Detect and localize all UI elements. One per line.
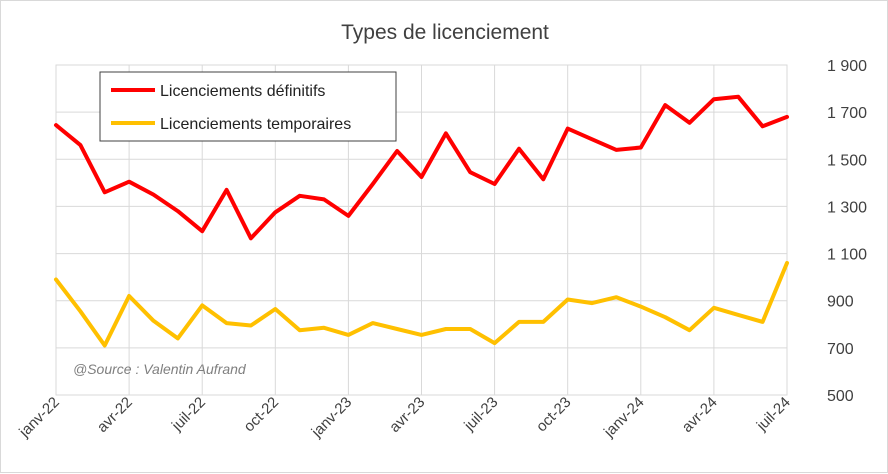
y-tick-label: 1 100	[827, 247, 867, 264]
x-tick-label: oct-22	[241, 394, 283, 436]
legend-label: Licenciements définitifs	[160, 83, 325, 100]
x-tick-label: juil-23	[460, 394, 501, 435]
x-axis-ticks: janv-22 avr-22 juil-22 oct-22 janv-23 avr-23 j…	[15, 394, 794, 442]
y-tick-label: 500	[827, 388, 854, 405]
y-axis-ticks: 500 700 900 1 100 1 300 1 500 1 700 1 900	[827, 58, 867, 405]
x-tick-label: avr-24	[679, 394, 721, 436]
x-tick-label: janv-24	[600, 394, 648, 442]
y-tick-label: 1 500	[827, 152, 867, 169]
series-line-1	[54, 94, 789, 241]
x-tick-label: juil-22	[168, 394, 209, 435]
legend-label: Licenciements temporaires	[160, 116, 351, 133]
y-tick-label: 1 700	[827, 105, 867, 122]
x-tick-label: oct-23	[533, 394, 575, 436]
x-tick-label: avr-23	[386, 394, 428, 436]
chart-title: Types de licenciement	[341, 21, 549, 44]
y-tick-label: 1 900	[827, 58, 867, 75]
plot-border	[55, 64, 788, 396]
y-tick-label: 700	[827, 341, 854, 358]
x-tick-label: juil-24	[753, 394, 794, 435]
y-tick-label: 1 300	[827, 199, 867, 216]
x-tick-label: janv-23	[308, 394, 356, 442]
x-tick-label: avr-22	[94, 394, 136, 436]
source-annotation: @Source : Valentin Aufrand	[73, 361, 247, 377]
series-line-2	[54, 261, 789, 348]
legend-box	[99, 71, 397, 142]
x-tick-label: janv-22	[15, 394, 63, 442]
y-tick-label: 900	[827, 294, 854, 311]
series-lines	[54, 94, 789, 348]
legend: Licenciements définitifs Licenciements te…	[99, 71, 397, 142]
